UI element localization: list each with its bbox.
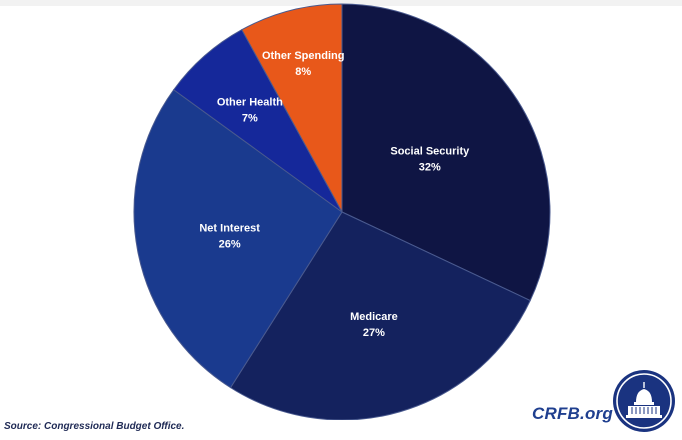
source-note: Source: Congressional Budget Office. <box>4 421 185 432</box>
pie-labels: Social Security 32% Medicare 27% Net Interes… <box>199 50 470 339</box>
slice-category-label: Other Health <box>217 96 283 108</box>
pie-slice-other-spending <box>241 3 343 213</box>
slice-category-label: Other Spending <box>262 50 345 62</box>
pie-slices <box>133 3 551 420</box>
slice-value-label: 27% <box>363 327 385 339</box>
pie-slice-net-interest <box>133 89 343 389</box>
pie-slice-medicare <box>229 211 531 420</box>
slice-category-label: Social Security <box>390 145 470 157</box>
slice-value-label: 8% <box>295 66 311 78</box>
brand-name[interactable]: CRFB.org <box>532 404 613 423</box>
slice-category-label: Medicare <box>350 311 398 323</box>
slice-value-label: 32% <box>419 161 441 173</box>
top-header-strip <box>0 0 682 6</box>
slice-category-label: Net Interest <box>199 222 260 234</box>
capitol-dome-seal-icon <box>613 370 675 432</box>
pie-slice-social-security <box>341 3 551 302</box>
slice-value-label: 7% <box>242 112 258 124</box>
pie-chart: Social Security 32% Medicare 27% Net Interes… <box>133 3 551 420</box>
slice-value-label: 26% <box>219 238 241 250</box>
